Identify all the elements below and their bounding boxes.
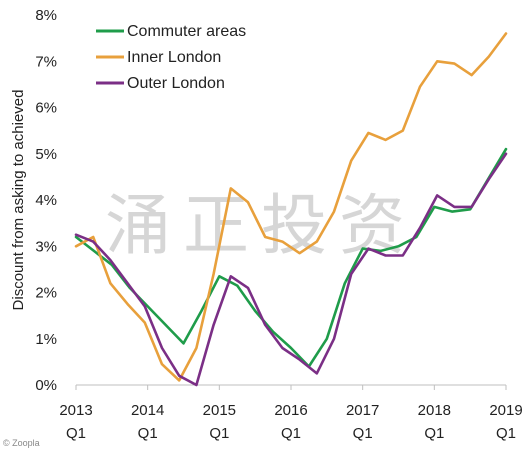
y-tick-label: 5% bbox=[35, 146, 57, 163]
x-tick-quarter: Q1 bbox=[496, 425, 516, 442]
x-tick-year: 2019 bbox=[489, 402, 522, 419]
y-tick-label: 3% bbox=[35, 238, 57, 255]
legend: Commuter areas Inner London Outer London bbox=[96, 23, 246, 92]
y-tick-label: 0% bbox=[35, 377, 57, 394]
y-tick-label: 2% bbox=[35, 285, 57, 302]
y-axis-ticks: 0% 1% 2% 3% 4% 5% 6% 7% 8% bbox=[35, 7, 57, 394]
x-tick-year: 2013 bbox=[59, 402, 92, 419]
series-line-outer bbox=[74, 152, 508, 387]
x-tick-quarter: Q1 bbox=[66, 425, 86, 442]
x-tick-quarter: Q1 bbox=[424, 425, 444, 442]
y-tick-label: 6% bbox=[35, 100, 57, 117]
x-tick-year: 2015 bbox=[203, 402, 236, 419]
x-tick-year: 2018 bbox=[418, 402, 451, 419]
x-tick-year: 2016 bbox=[274, 402, 307, 419]
legend-label-outer: Outer London bbox=[127, 75, 225, 92]
legend-label-inner: Inner London bbox=[127, 49, 221, 66]
series-line-commuter bbox=[74, 147, 508, 368]
x-tick-quarter: Q1 bbox=[209, 425, 229, 442]
y-tick-label: 1% bbox=[35, 331, 57, 348]
x-axis-ticks: 2013 Q1 2014 Q1 2015 Q1 2016 Q1 2017 Q1 2018 Q1 2019… bbox=[59, 385, 523, 442]
zoopla-credit: © Zoopla bbox=[3, 438, 40, 448]
series-lines bbox=[74, 32, 508, 387]
watermark-text: 涌正投资 bbox=[105, 187, 417, 264]
y-tick-label: 8% bbox=[35, 7, 57, 24]
x-tick-quarter: Q1 bbox=[353, 425, 373, 442]
y-axis-title: Discount from asking to achieved bbox=[10, 90, 27, 311]
x-tick-year: 2017 bbox=[346, 402, 379, 419]
y-tick-label: 7% bbox=[35, 53, 57, 70]
x-tick-quarter: Q1 bbox=[281, 425, 301, 442]
x-tick-quarter: Q1 bbox=[138, 425, 158, 442]
y-tick-label: 4% bbox=[35, 192, 57, 209]
series-line-inner bbox=[74, 32, 508, 382]
x-tick-year: 2014 bbox=[131, 402, 164, 419]
legend-label-commuter: Commuter areas bbox=[127, 23, 246, 40]
